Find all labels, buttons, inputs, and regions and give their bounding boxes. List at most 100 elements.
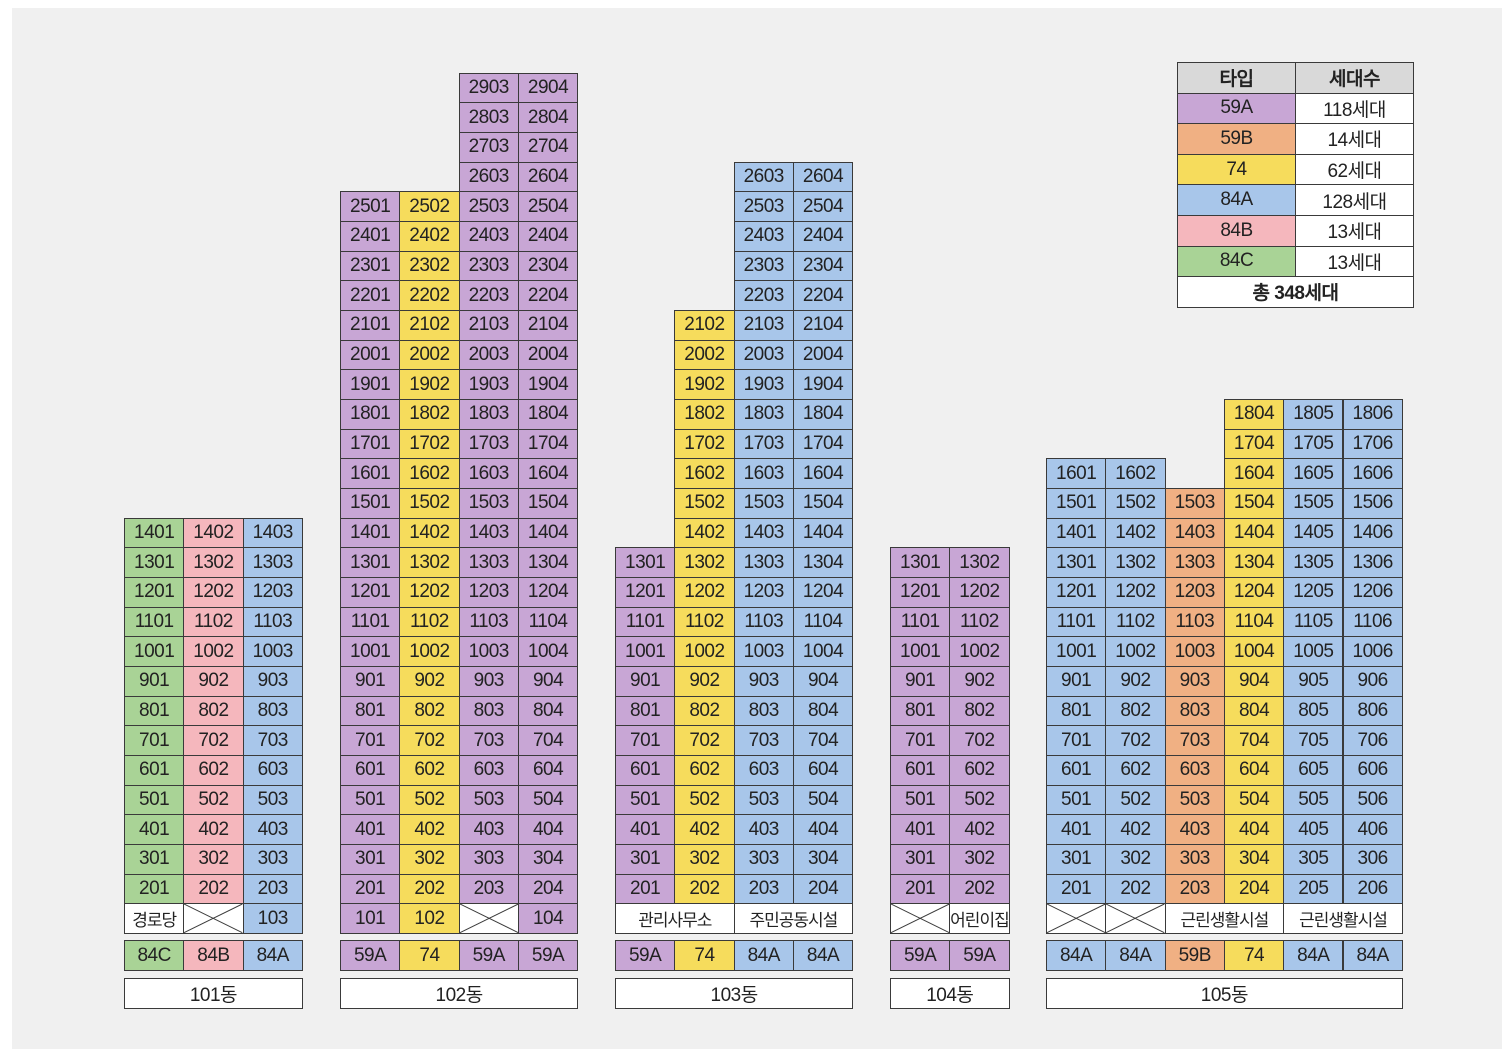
empty-cross-icon <box>1047 904 1105 933</box>
unit-cell: 901 <box>890 665 951 697</box>
unit-cell: 702 <box>399 725 460 756</box>
unit-cell: 1904 <box>517 369 579 400</box>
unit-cell: 1406 <box>1342 517 1403 549</box>
type-cell: 84C <box>124 940 185 971</box>
unit-cell: 1503 <box>733 487 794 519</box>
unit-cell: 1101 <box>340 606 401 638</box>
unit-cell: 2504 <box>792 191 854 222</box>
unit-cell: 304 <box>1223 843 1285 875</box>
unit-cell: 1602 <box>399 458 460 489</box>
unit-cell: 802 <box>183 695 244 727</box>
unit-cell: 2904 <box>517 72 579 104</box>
unit-cell: 1502 <box>1105 487 1166 519</box>
unit-cell: 1104 <box>517 606 579 638</box>
legend-type: 59B <box>1177 123 1296 155</box>
unit-cell: 901 <box>340 665 401 697</box>
unit-cell: 1202 <box>949 576 1010 608</box>
unit-cell: 404 <box>517 814 579 845</box>
unit-cell: 1402 <box>674 517 735 549</box>
unit-cell: 1105 <box>1283 606 1344 638</box>
unit-cell: 203 <box>242 873 303 905</box>
unit-cell: 502 <box>399 784 460 816</box>
unit-cell: 1301 <box>890 547 951 578</box>
unit-cell: 2404 <box>517 220 579 252</box>
unit-cell: 801 <box>890 695 951 727</box>
legend-count: 128세대 <box>1295 184 1414 216</box>
unit-cell: 1002 <box>949 636 1010 667</box>
unit-cell: 1305 <box>1283 547 1344 578</box>
legend-type: 84C <box>1177 245 1296 278</box>
unit-cell: 806 <box>1342 695 1403 727</box>
unit-cell: 1203 <box>1164 576 1225 608</box>
unit-cell: 602 <box>949 754 1010 786</box>
unit-cell: 1801 <box>340 398 401 430</box>
unit-cell: 201 <box>615 873 676 905</box>
unit-cell: 1001 <box>615 636 676 667</box>
unit-cell: 1204 <box>1223 576 1285 608</box>
ground-unit-cell: 102 <box>399 903 460 934</box>
unit-cell: 1102 <box>399 606 460 638</box>
unit-cell: 904 <box>517 665 579 697</box>
unit-cell: 1002 <box>399 636 460 667</box>
unit-cell: 804 <box>517 695 579 727</box>
unit-cell: 1304 <box>792 547 854 578</box>
unit-cell: 2201 <box>340 280 401 311</box>
unit-cell: 303 <box>733 843 794 875</box>
unit-cell: 1701 <box>340 428 401 460</box>
unit-cell: 1604 <box>1223 458 1285 489</box>
unit-cell: 2101 <box>340 309 401 341</box>
unit-cell: 603 <box>242 754 303 786</box>
unit-cell: 1902 <box>399 369 460 400</box>
unit-cell: 402 <box>949 814 1010 845</box>
unit-cell: 1604 <box>517 458 579 489</box>
unit-cell: 304 <box>517 843 579 875</box>
unit-cell: 701 <box>340 725 401 756</box>
unit-cell: 402 <box>674 814 735 845</box>
unit-cell: 603 <box>733 754 794 786</box>
unit-cell: 2303 <box>733 250 794 282</box>
unit-cell: 2604 <box>517 161 579 193</box>
type-cell: 74 <box>399 940 460 971</box>
unit-cell: 902 <box>1105 665 1166 697</box>
unit-cell: 1504 <box>1223 487 1285 519</box>
unit-cell: 703 <box>733 725 794 756</box>
unit-cell: 203 <box>458 873 519 905</box>
unit-cell: 501 <box>124 784 185 816</box>
unit-cell: 906 <box>1342 665 1403 697</box>
unit-cell: 1201 <box>124 576 185 608</box>
unit-cell: 1304 <box>517 547 579 578</box>
unit-cell: 1005 <box>1283 636 1344 667</box>
unit-cell: 1403 <box>733 517 794 549</box>
empty-cell <box>890 903 951 934</box>
unit-cell: 2303 <box>458 250 519 282</box>
unit-cell: 1205 <box>1283 576 1344 608</box>
unit-cell: 705 <box>1283 725 1344 756</box>
unit-cell: 2603 <box>458 161 519 193</box>
unit-cell: 2003 <box>458 339 519 371</box>
unit-cell: 1204 <box>792 576 854 608</box>
unit-cell: 403 <box>242 814 303 845</box>
unit-cell: 1404 <box>792 517 854 549</box>
unit-cell: 1203 <box>733 576 794 608</box>
unit-cell: 1401 <box>1046 517 1107 549</box>
legend-count: 118세대 <box>1295 92 1414 125</box>
unit-cell: 1604 <box>792 458 854 489</box>
empty-cell <box>1046 903 1107 934</box>
unit-cell: 301 <box>615 843 676 875</box>
unit-cell: 702 <box>674 725 735 756</box>
unit-cell: 1405 <box>1283 517 1344 549</box>
unit-cell: 2103 <box>733 309 794 341</box>
unit-cell: 501 <box>890 784 951 816</box>
type-cell: 84A <box>1342 940 1403 971</box>
unit-cell: 801 <box>340 695 401 727</box>
unit-cell: 1804 <box>792 398 854 430</box>
unit-cell: 2503 <box>458 191 519 222</box>
unit-cell: 1003 <box>458 636 519 667</box>
unit-cell: 202 <box>674 873 735 905</box>
unit-cell: 205 <box>1283 873 1344 905</box>
unit-cell: 1004 <box>517 636 579 667</box>
unit-cell: 1101 <box>615 606 676 638</box>
unit-cell: 501 <box>615 784 676 816</box>
unit-cell: 805 <box>1283 695 1344 727</box>
unit-cell: 606 <box>1342 754 1403 786</box>
